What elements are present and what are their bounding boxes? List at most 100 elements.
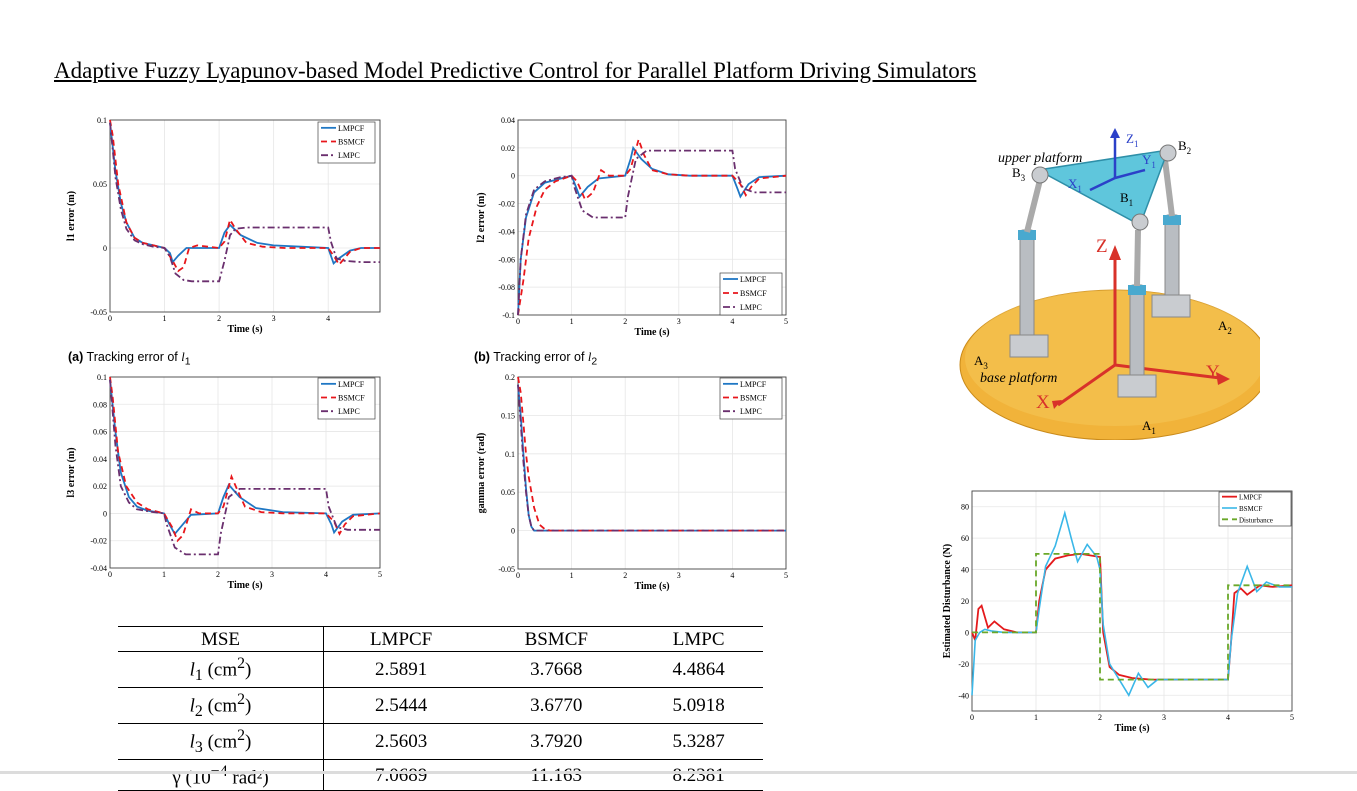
- y-tick-label: -0.04: [498, 227, 515, 236]
- col-header: LMPCF: [369, 628, 433, 650]
- x-tick-label: 2: [1098, 713, 1102, 722]
- svg-text:X: X: [1036, 392, 1050, 413]
- legend-box: [317, 377, 376, 420]
- x-tick-label: 3: [1162, 713, 1166, 722]
- x-tick-label: 4: [730, 571, 734, 580]
- series-line-bsmcf: [517, 136, 787, 316]
- y-axis-label: gamma error (rad): [476, 433, 487, 514]
- y-tick-label: 40: [961, 566, 969, 575]
- table-cell: 3.6770: [530, 695, 583, 717]
- col-header: BSMCF: [524, 628, 588, 650]
- y-tick-label: 0.06: [93, 428, 107, 437]
- legend-label: LMPCF: [1239, 494, 1262, 502]
- y-tick-label: 80: [961, 503, 969, 512]
- table-cell: 5.3287: [672, 731, 725, 753]
- svg-text:A1: A1: [1142, 418, 1156, 436]
- x-tick-label: 2: [216, 570, 220, 579]
- l3-error-plot: 0 1 2 3 4 5 -0.04 -0.02 0 0.02 0.04 0.06 0.08 0.1 Time…: [66, 373, 382, 591]
- y-tick-label: 0.05: [93, 180, 107, 189]
- x-tick-label: 0: [108, 314, 112, 323]
- legend-label: LMPCF: [740, 380, 767, 389]
- table-cell: 2.5444: [374, 695, 428, 717]
- y-tick-label: 0.1: [97, 116, 107, 125]
- svg-text:Y: Y: [1206, 362, 1220, 383]
- caption-a: (a) Tracking error of l1: [68, 350, 191, 368]
- x-tick-label: 4: [730, 317, 734, 326]
- y-tick-label: 0: [511, 527, 515, 536]
- table-cell: 3.7920: [530, 731, 583, 753]
- table-row: l1 (cm2) 2.5891 3.7668 4.4864: [118, 651, 763, 688]
- y-tick-label: 0: [103, 244, 107, 253]
- table-cell: 2.5891: [374, 659, 428, 681]
- y-tick-label: -0.06: [498, 255, 515, 264]
- x-tick-label: 1: [162, 570, 166, 579]
- y-tick-label: -0.05: [90, 308, 107, 317]
- x-axis-label: Time (s): [227, 324, 262, 335]
- series-line-bsmcf: [971, 509, 1292, 698]
- x-axis-label: Time (s): [634, 327, 669, 338]
- table-cell: 7.0689: [374, 764, 428, 786]
- disturbance-plot: 0 1 2 3 4 5 -40 -20 0 20 40 60 80 Time (s) Estimated D…: [942, 490, 1294, 734]
- x-tick-label: 3: [272, 314, 276, 323]
- legend-label: LMPC: [338, 151, 360, 160]
- legend-label: BSMCF: [1239, 505, 1262, 513]
- y-tick-label: -0.02: [90, 537, 107, 546]
- series-line-lmpc: [109, 122, 380, 283]
- series-line-lmpc: [517, 384, 786, 532]
- legend-label: LMPCF: [338, 380, 365, 389]
- y-tick-label: 0.04: [93, 455, 107, 464]
- base-platform-label: base platform: [980, 371, 1057, 386]
- x-tick-label: 2: [623, 571, 627, 580]
- y-tick-label: 0.02: [93, 482, 107, 491]
- x-tick-label: 0: [108, 570, 112, 579]
- y-tick-label: 0.04: [501, 116, 515, 125]
- y-tick-label: 0.05: [501, 488, 515, 497]
- plot-frame: [109, 376, 381, 569]
- y-tick-label: 0: [103, 509, 107, 518]
- row-label: l3 (cm2): [118, 723, 324, 760]
- y-tick-label: 0.2: [505, 373, 515, 382]
- y-tick-label: -0.08: [498, 283, 515, 292]
- table-cell: 11.163: [530, 764, 583, 786]
- x-tick-label: 3: [270, 570, 274, 579]
- x-tick-label: 5: [1290, 713, 1294, 722]
- series-line-disturbance: [972, 553, 1292, 681]
- table-row: l3 (cm2) 2.5603 3.7920 5.3287: [118, 723, 763, 760]
- page-title: Adaptive Fuzzy Lyapunov-based Model Pred…: [54, 58, 977, 83]
- x-tick-label: 5: [378, 570, 382, 579]
- l2-error-plot: 0 1 2 3 4 5 -0.1 -0.08 -0.06 -0.04 -0.02 0 0.02 0.04 T…: [476, 116, 788, 338]
- upper-platform-label: upper platform: [998, 151, 1082, 166]
- series-line-bsmcf: [517, 376, 786, 532]
- svg-text:B1: B1: [1120, 190, 1133, 208]
- y-tick-label: 0.08: [93, 400, 107, 409]
- col-header: MSE: [118, 626, 324, 652]
- table-cell: 2.5603: [374, 731, 428, 753]
- series-line-lmpc: [517, 149, 786, 316]
- upper-platform: [1035, 149, 1170, 227]
- svg-text:A3: A3: [974, 353, 988, 371]
- y-axis-label: l2 error (m): [476, 192, 487, 242]
- caption-b: (b) Tracking error of l2: [474, 350, 598, 368]
- plot-frame: [517, 119, 787, 316]
- y-tick-label: -20: [958, 660, 969, 669]
- series-line-bsmcf: [109, 376, 381, 543]
- legend-label: LMPCF: [338, 124, 365, 133]
- legend-box: [719, 377, 783, 420]
- legend-box: [1218, 491, 1292, 527]
- row-label: l2 (cm2): [118, 687, 324, 724]
- table-header-row: MSE LMPCF BSMCF LMPC: [118, 626, 763, 652]
- legend-label: BSMCF: [740, 289, 767, 298]
- x-tick-label: 1: [570, 571, 574, 580]
- y-tick-label: -40: [958, 691, 969, 700]
- y-tick-label: 0: [965, 628, 969, 637]
- x-tick-label: 5: [784, 571, 788, 580]
- y-tick-label: 0.1: [97, 373, 107, 382]
- series-line-bsmcf: [109, 119, 380, 273]
- x-tick-label: 4: [326, 314, 330, 323]
- svg-text:X1: X1: [1068, 176, 1082, 194]
- x-tick-label: 2: [623, 317, 627, 326]
- x-tick-label: 1: [1034, 713, 1038, 722]
- y-tick-label: 0.02: [501, 144, 515, 153]
- plot-frame: [971, 490, 1293, 712]
- y-axis-label: Estimated Disturbance (N): [942, 544, 953, 658]
